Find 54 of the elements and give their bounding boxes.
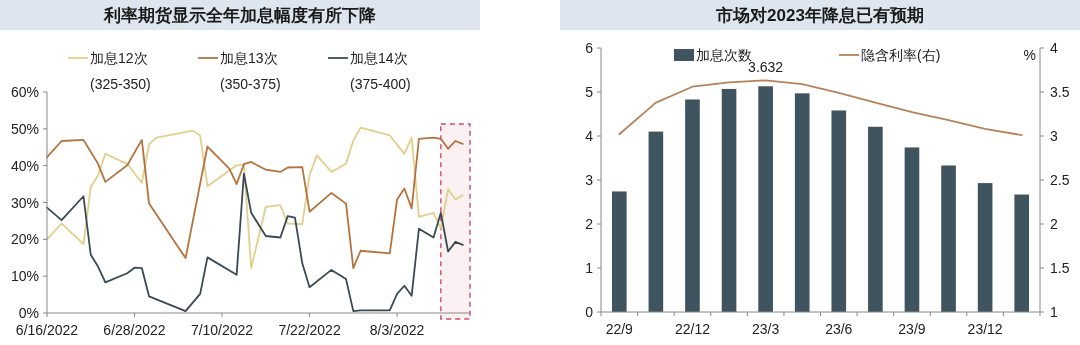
x-tick-label: 23/6 [825, 321, 853, 337]
x-tick-label: 8/3/2022 [369, 322, 425, 338]
legend-label: 加息12次 (325-350) [90, 50, 151, 92]
x-tick-label: 23/9 [898, 321, 926, 337]
y-tick-label: 0 [585, 304, 594, 320]
line-series [46, 172, 464, 313]
y2-tick-label: 2 [1050, 216, 1058, 232]
legend-label: 加息13次 (350-375) [220, 50, 281, 92]
x-tick-label: 6/28/2022 [103, 322, 166, 338]
bar [611, 191, 627, 312]
line-series [618, 79, 1023, 137]
x-tick-label: 7/22/2022 [278, 322, 341, 338]
y-tick-label: 0% [18, 305, 39, 321]
y-tick-label: 50% [10, 120, 39, 137]
bar [648, 131, 664, 312]
bar [868, 126, 883, 312]
legend-label: 加息次数 [696, 47, 752, 63]
y2-tick-label: 3 [1050, 128, 1058, 144]
x-tick-label: 6/16/2022 [15, 322, 79, 338]
y-tick-label: 4 [585, 128, 594, 144]
y-tick-label: 60% [10, 84, 39, 100]
x-tick-label: 7/10/2022 [190, 322, 254, 338]
y-tick-label: 40% [10, 157, 39, 174]
y-tick-label: 30% [10, 194, 39, 211]
y2-tick-label: 1 [1050, 304, 1058, 320]
y-tick-label: 5 [585, 84, 594, 100]
x-tick-label: 22/9 [605, 321, 634, 337]
y-tick-label: 6 [585, 40, 594, 56]
y2-tick-label: 3.5 [1050, 84, 1070, 100]
y-tick-label: 2 [585, 216, 594, 232]
chart-title: 市场对2023年降息已有预期 [715, 6, 924, 25]
y2-tick-label: 2.5 [1050, 172, 1070, 188]
bar [831, 110, 847, 312]
bar [941, 165, 956, 312]
y-tick-label: 20% [10, 231, 39, 248]
x-tick-label: 23/3 [752, 321, 780, 337]
legend-label: 加息14次 (375-400) [350, 50, 411, 92]
y2-axis-title: % [1023, 47, 1036, 63]
bar [758, 86, 773, 312]
bar [794, 93, 810, 312]
x-tick-label: 22/12 [674, 321, 711, 337]
bar [977, 183, 993, 312]
y2-tick-label: 1.5 [1050, 260, 1070, 276]
y2-tick-label: 4 [1050, 40, 1058, 56]
legend-label: 隐含利率(右) [861, 47, 941, 63]
x-tick-label: 23/12 [967, 321, 1003, 337]
bar [685, 99, 700, 312]
bar [721, 88, 737, 312]
y-tick-label: 10% [10, 268, 39, 285]
y-tick-label: 3 [585, 172, 594, 188]
chart-title: 利率期货显示全年加息幅度有所下降 [103, 6, 377, 25]
bar [1014, 194, 1030, 312]
y-tick-label: 1 [585, 260, 594, 276]
bar [904, 147, 920, 312]
